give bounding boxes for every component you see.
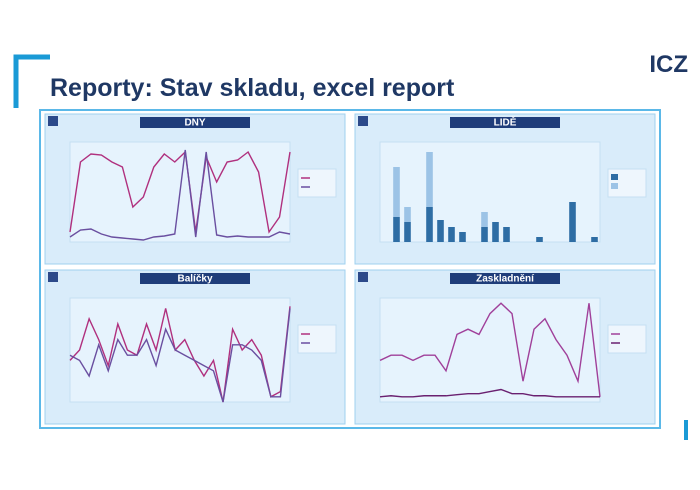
bar — [393, 217, 400, 242]
bar — [393, 167, 400, 217]
legend-swatch — [611, 183, 618, 189]
panel-header — [450, 273, 560, 284]
bar — [492, 222, 499, 242]
line-series — [69, 149, 291, 241]
panel-title: LIDĚ — [494, 116, 517, 129]
line-series — [69, 150, 291, 234]
line-series — [69, 308, 291, 403]
bar — [536, 237, 543, 242]
bar — [459, 232, 466, 242]
panel-header — [450, 117, 560, 128]
bar — [404, 222, 411, 242]
legend-swatch — [611, 174, 618, 180]
bar — [404, 207, 411, 222]
panel-title: DNY — [184, 118, 205, 129]
bar — [591, 237, 598, 242]
slide-title: Reporty: Stav skladu, excel report — [50, 74, 455, 102]
bar — [503, 227, 510, 242]
bar — [481, 227, 488, 242]
legend — [607, 324, 647, 354]
corner-bracket — [13, 54, 50, 108]
legend — [297, 168, 337, 198]
panel-header — [140, 117, 250, 128]
bar — [569, 202, 576, 242]
logo: ICZ — [649, 51, 688, 78]
bar — [437, 220, 444, 242]
panel-icon — [358, 116, 368, 126]
bar — [481, 212, 488, 227]
panel-icon — [48, 272, 58, 282]
legend — [297, 324, 337, 354]
panel-icon — [358, 272, 368, 282]
bar — [448, 227, 455, 242]
plot-area — [379, 141, 601, 243]
panel-header — [140, 273, 250, 284]
bar — [426, 152, 433, 207]
line-series — [379, 302, 601, 397]
bar — [426, 207, 433, 242]
panel-title: Balíčky — [177, 274, 212, 285]
line-series — [379, 388, 600, 398]
panel-title: Zaskladnění — [476, 274, 535, 285]
plot-area — [69, 297, 291, 403]
line-series — [69, 306, 291, 403]
panel-icon — [48, 116, 58, 126]
